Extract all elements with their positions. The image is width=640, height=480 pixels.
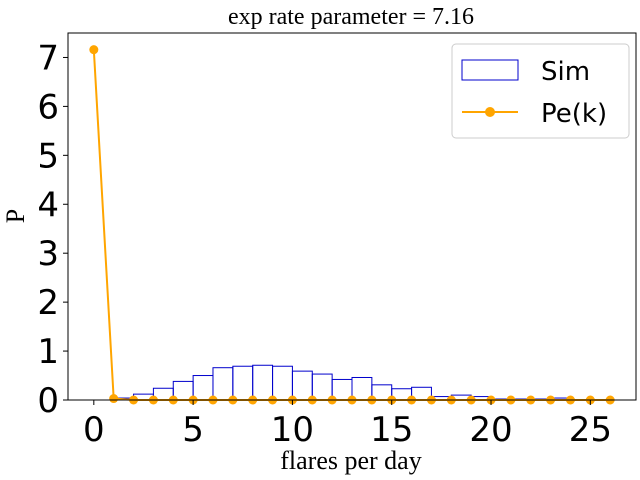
y-axis-label: P [1, 209, 30, 223]
legend-marker-pek [485, 107, 495, 117]
pek-point [109, 394, 119, 404]
legend-box [451, 43, 630, 139]
histogram-bar [311, 373, 333, 401]
plot-frame [67, 32, 637, 401]
y-tick-label: 1 [37, 332, 59, 372]
histogram-bar [192, 375, 214, 401]
y-tick-label: 3 [37, 234, 59, 274]
x-axis-label: flares per day [280, 446, 421, 475]
y-tick-label: 4 [37, 185, 59, 225]
histogram-bar [252, 364, 274, 401]
histogram-bar [351, 376, 373, 401]
x-tick-label: 0 [83, 410, 105, 450]
x-tick-label: 20 [469, 410, 512, 450]
pek-point [89, 45, 99, 55]
chart-title: exp rate parameter = 7.16 [228, 4, 474, 30]
y-tick-label: 0 [37, 381, 59, 421]
legend-label-pek: Pe(k) [541, 99, 607, 129]
legend: Sim Pe(k) [451, 43, 630, 139]
histogram-bar [232, 365, 254, 401]
histogram-bar [212, 367, 234, 401]
x-tick-label: 15 [370, 410, 413, 450]
histogram-bar [272, 365, 293, 401]
x-tick-label: 25 [569, 410, 612, 450]
y-tick-label: 7 [37, 38, 59, 78]
legend-swatch-sim [461, 59, 519, 81]
y-tick-label: 5 [37, 136, 59, 176]
x-tick-label: 10 [271, 410, 314, 450]
x-tick-label: 5 [182, 410, 204, 450]
y-tick-label: 6 [37, 87, 59, 127]
histogram-bar [291, 370, 313, 401]
y-tick-label: 2 [37, 283, 59, 323]
legend-label-sim: Sim [541, 57, 590, 87]
